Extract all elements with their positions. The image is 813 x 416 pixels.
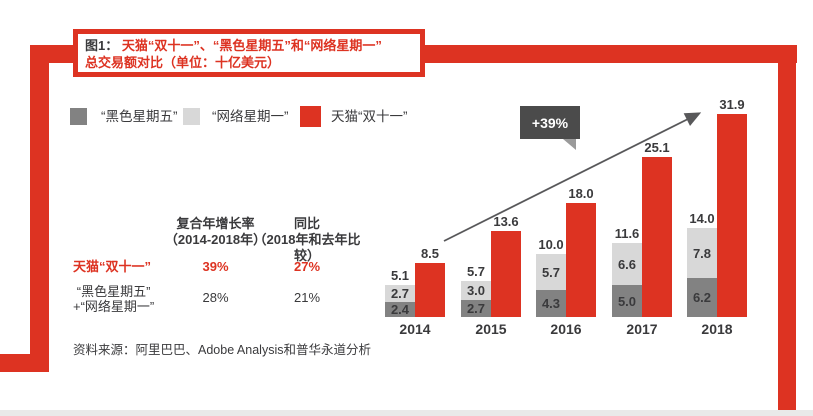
bar-segment-black-friday-value: 6.2 — [692, 290, 712, 305]
double11-value-label: 25.1 — [644, 140, 670, 155]
x-axis-year-label: 2014 — [399, 321, 431, 337]
legend-swatch-double11 — [300, 106, 321, 127]
source-note: 资料来源：阿里巴巴、Adobe Analysis和普华永道分析 — [73, 343, 371, 357]
cagr-table: 复合年增长率 （2014-2018年） 同比 （2018年和去年比较） 天猫“双… — [73, 216, 373, 321]
bar-segment-black-friday: 6.2 — [687, 278, 717, 317]
row-label-double11: 天猫“双十一” — [73, 259, 152, 274]
bar-segment-cyber-monday: 2.7 — [385, 285, 415, 302]
bar-segment-black-friday: 4.3 — [536, 290, 566, 317]
bar-double11 — [717, 114, 747, 317]
bar-segment-cyber-monday-value: 7.8 — [692, 245, 712, 261]
figure-subtitle: 总交易额对比（单位：十亿美元） — [85, 55, 281, 70]
growth-badge-tail — [563, 139, 576, 150]
bar-segment-black-friday: 2.7 — [461, 300, 491, 317]
frame-arm-right — [423, 45, 797, 63]
figure-title-box: 图1： 天猫“双十一”、“黑色星期五”和“网络星期一” 总交易额对比（单位：十亿… — [73, 29, 425, 77]
figure-title: 天猫“双十一”、“黑色星期五”和“网络星期一” — [121, 38, 382, 53]
x-axis-year-label: 2018 — [701, 321, 733, 337]
stack-total-label: 5.1 — [390, 268, 410, 283]
stack-total-label: 5.7 — [466, 264, 486, 279]
bar-segment-cyber-monday: 5.7 — [536, 254, 566, 290]
bar-double11 — [491, 231, 521, 317]
bf-cm-yoy-value: 21% — [293, 290, 321, 305]
x-axis-year-label: 2016 — [550, 321, 582, 337]
frame-left-foot — [0, 354, 49, 372]
bar-segment-cyber-monday-value: 6.6 — [617, 256, 637, 272]
bar-double11 — [415, 263, 445, 317]
bar-segment-cyber-monday-value: 2.7 — [390, 286, 410, 301]
frame-left-vertical — [30, 45, 49, 372]
legend-label-black-friday: “黑色星期五” — [101, 109, 178, 124]
bar-segment-cyber-monday: 6.6 — [612, 243, 642, 285]
bar-segment-black-friday-value: 2.7 — [466, 301, 486, 316]
bar-segment-cyber-monday-value: 5.7 — [541, 264, 561, 280]
double11-value-label: 31.9 — [719, 97, 745, 112]
bar-segment-cyber-monday: 3.0 — [461, 281, 491, 300]
stack-total-label: 10.0 — [538, 237, 564, 252]
bar-double11 — [642, 157, 672, 317]
stack-total-label: 11.6 — [614, 226, 640, 241]
bar-double11 — [566, 203, 596, 317]
growth-badge: +39% — [520, 106, 580, 139]
legend-label-double11: 天猫“双十一” — [331, 109, 408, 124]
bar-segment-black-friday-value: 5.0 — [617, 293, 637, 309]
bar-segment-cyber-monday-value: 3.0 — [466, 283, 486, 298]
double11-value-label: 18.0 — [568, 186, 594, 201]
x-axis-year-label: 2015 — [475, 321, 507, 337]
bar-segment-black-friday: 2.4 — [385, 302, 415, 317]
bottom-strip — [0, 410, 813, 416]
table-header-yoy: 同比 （2018年和去年比较） — [253, 216, 361, 263]
double11-value-label: 13.6 — [493, 214, 519, 229]
x-axis-year-label: 2017 — [626, 321, 658, 337]
bf-cm-cagr-value: 28% — [202, 290, 229, 305]
stack-total-label: 14.0 — [689, 211, 715, 226]
double11-cagr-value: 39% — [202, 259, 229, 274]
bar-segment-cyber-monday: 7.8 — [687, 228, 717, 278]
legend-swatch-cyber-monday — [183, 108, 200, 125]
table-header-cagr: 复合年增长率 （2014-2018年） — [164, 216, 267, 247]
row-label-bf-cm: “黑色星期五” +“网络星期一” — [73, 284, 155, 314]
legend-label-cyber-monday: “网络星期一” — [212, 109, 289, 124]
double11-yoy-value: 27% — [293, 259, 321, 274]
figure-number: 图1： — [85, 38, 119, 53]
bar-segment-black-friday: 5.0 — [612, 285, 642, 317]
frame-right-vertical — [778, 45, 796, 410]
bar-segment-black-friday-value: 2.4 — [390, 302, 410, 317]
bar-segment-black-friday-value: 4.3 — [541, 296, 561, 311]
figure-title-line1: 图1： 天猫“双十一”、“黑色星期五”和“网络星期一” — [85, 37, 414, 54]
double11-value-label: 8.5 — [420, 246, 440, 261]
legend-swatch-black-friday — [70, 108, 87, 125]
